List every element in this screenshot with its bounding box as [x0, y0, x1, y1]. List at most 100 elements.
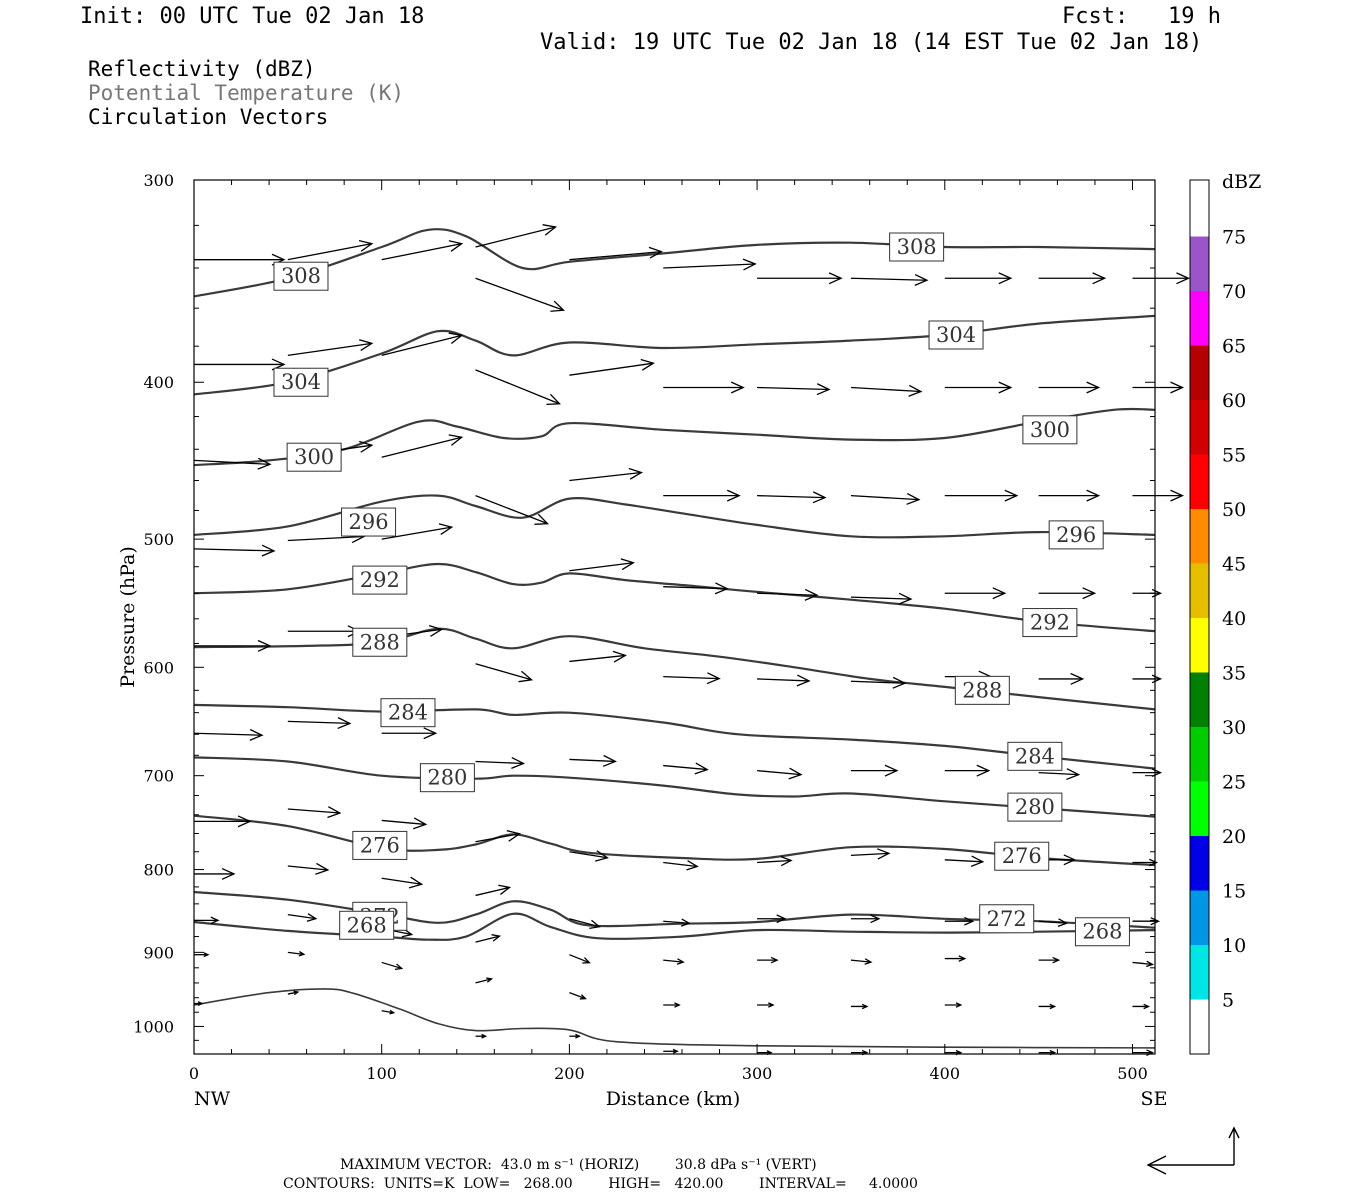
circulation-vector	[1132, 858, 1159, 867]
colorbar-swatch	[1190, 345, 1209, 400]
circulation-vector	[1132, 1003, 1151, 1010]
circulation-vector	[663, 672, 721, 685]
circulation-vector	[287, 806, 342, 819]
circulation-vector	[663, 918, 691, 927]
colorbar-swatch	[1190, 454, 1209, 509]
circulation-vector	[569, 754, 617, 767]
circulation-vector	[944, 764, 991, 777]
circulation-vector	[569, 1033, 581, 1039]
circulation-vector	[287, 862, 330, 875]
contour-label-284-0: 284	[380, 698, 436, 728]
circulation-vector	[850, 273, 929, 286]
circulation-vector	[569, 246, 663, 261]
contour-300	[193, 407, 1156, 467]
reference-vector-icon	[1146, 1126, 1240, 1175]
contour-label-268-0: 268	[339, 910, 395, 940]
circulation-vector	[194, 952, 210, 958]
y-axis-title: Pressure (hPa)	[117, 546, 139, 688]
contour-label-292-1: 292	[1022, 608, 1078, 638]
colorbar-level-label: 30	[1222, 717, 1246, 739]
circulation-vector	[1038, 489, 1101, 502]
colorbar-level-label: 10	[1222, 935, 1246, 957]
colorbar-level-label: 35	[1222, 663, 1246, 685]
circulation-vector	[757, 674, 811, 687]
circulation-vector	[287, 990, 300, 996]
colorbar-level-label: 70	[1222, 281, 1246, 303]
colorbar-outline	[1189, 179, 1210, 1055]
colorbar-level-label: 60	[1222, 390, 1246, 412]
circulation-vector	[193, 544, 276, 557]
colorbar-swatch	[1190, 672, 1209, 727]
field-potential-temperature: Potential Temperature (K)	[88, 81, 405, 105]
x-tick-label: 500	[1117, 1064, 1148, 1083]
circulation-vector	[850, 958, 873, 965]
contour-264	[193, 988, 1156, 1049]
contour-296	[193, 494, 1156, 539]
axes-layer: 300 400 500 600 700 800 900 1000 0 100 200 300 400 50…	[133, 171, 1155, 1083]
init-time: Init: 00 UTC Tue 02 Jan 18	[80, 4, 425, 29]
circulation-vector	[944, 855, 985, 867]
circulation-vector	[381, 434, 464, 458]
circulation-vector	[569, 850, 609, 862]
circulation-vector	[381, 817, 428, 830]
circulation-vector	[850, 384, 923, 397]
contour-288	[193, 627, 1156, 711]
contour-label-280-1: 280	[1007, 792, 1063, 822]
contour-label-288-0: 288	[352, 627, 408, 657]
contour-label-288-1: 288	[954, 675, 1010, 705]
circulation-vector	[757, 914, 787, 924]
circulation-vector	[944, 381, 1013, 394]
circulation-vector	[663, 582, 729, 595]
valid-time: Valid: 19 UTC Tue 02 Jan 18 (14 EST Tue …	[540, 30, 1203, 55]
circulation-vector	[944, 916, 975, 926]
circulation-vector	[381, 240, 464, 261]
svg-text:304: 304	[281, 370, 321, 394]
colorbar-swatch	[1190, 618, 1209, 673]
x-tick-label: 300	[742, 1064, 773, 1083]
colorbar-swatch	[1190, 236, 1209, 291]
circulation-vector	[194, 639, 272, 652]
circulation-vector	[381, 1009, 396, 1015]
circulation-vector	[569, 358, 655, 376]
y-tick-label: 700	[143, 767, 174, 786]
colorbar-level-label: 40	[1222, 608, 1246, 630]
circulation-vector	[569, 558, 635, 572]
field-reflectivity: Reflectivity (dBZ)	[88, 57, 316, 81]
contour-label-296-0: 296	[341, 507, 397, 537]
y-tick-label: 600	[143, 658, 174, 677]
x-axis-title: Distance (km)	[606, 1088, 741, 1110]
y-tick-label: 300	[143, 171, 174, 190]
circulation-vector	[475, 663, 534, 683]
circulation-vector	[569, 650, 627, 663]
circulation-vector	[381, 523, 454, 540]
circulation-vector	[194, 1001, 204, 1006]
svg-text:308: 308	[281, 264, 321, 288]
svg-text:288: 288	[962, 678, 1002, 702]
svg-text:300: 300	[1030, 418, 1070, 442]
circulation-vector	[757, 491, 827, 504]
circulation-vector	[944, 955, 967, 962]
colorbar-swatch	[1190, 727, 1209, 782]
circulation-vector	[475, 934, 502, 943]
colorbar-swatch	[1190, 890, 1209, 945]
x-tick-label: 400	[930, 1064, 961, 1083]
svg-text:308: 308	[897, 235, 937, 259]
svg-text:280: 280	[1015, 795, 1055, 819]
circulation-vector	[663, 1002, 681, 1008]
circulation-vector	[850, 1003, 869, 1010]
contour-304	[193, 314, 1156, 396]
circulation-vector	[1038, 918, 1069, 928]
contour-label-layer: 308 308 304 304 300 300 296 296 292 292 288 288 284 2…	[273, 232, 1130, 947]
contour-label-276-0: 276	[352, 830, 408, 860]
colorbar-level-label: 25	[1222, 772, 1246, 794]
circulation-vector	[193, 457, 272, 470]
circulation-vector	[1132, 588, 1163, 598]
circulation-vector	[569, 918, 601, 930]
circulation-vector	[1038, 672, 1085, 685]
circulation-vector	[1132, 917, 1161, 926]
circulation-vector	[475, 756, 526, 769]
svg-text:276: 276	[360, 833, 400, 857]
circulation-vector	[381, 961, 404, 970]
colorbar-swatch	[1190, 291, 1209, 346]
circulation-vector	[663, 381, 745, 394]
